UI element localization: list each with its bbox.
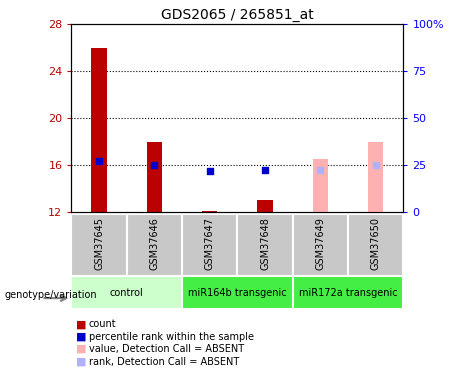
Bar: [368, 142, 384, 212]
Point: [95, 159, 103, 165]
Point: [372, 162, 379, 168]
Bar: [182, 276, 293, 309]
Bar: [237, 214, 293, 276]
Text: rank, Detection Call = ABSENT: rank, Detection Call = ABSENT: [89, 357, 239, 366]
Text: ■: ■: [76, 357, 87, 366]
Bar: [348, 214, 403, 276]
Bar: [293, 276, 403, 309]
Point: [261, 166, 269, 172]
Point: [206, 168, 213, 174]
Bar: [71, 214, 127, 276]
Bar: [91, 48, 107, 212]
Bar: [182, 214, 237, 276]
Bar: [293, 214, 348, 276]
Bar: [257, 200, 273, 212]
Bar: [71, 276, 182, 309]
Title: GDS2065 / 265851_at: GDS2065 / 265851_at: [161, 8, 314, 22]
Text: count: count: [89, 320, 117, 329]
Text: GSM37646: GSM37646: [149, 217, 160, 270]
Bar: [313, 159, 328, 212]
Text: control: control: [110, 288, 144, 298]
Text: ■: ■: [76, 320, 87, 329]
Bar: [147, 142, 162, 212]
Text: ■: ■: [76, 332, 87, 342]
Text: GSM37649: GSM37649: [315, 217, 325, 270]
Bar: [127, 214, 182, 276]
Text: miR172a transgenic: miR172a transgenic: [299, 288, 397, 298]
Text: GSM37645: GSM37645: [94, 217, 104, 270]
Text: GSM37648: GSM37648: [260, 217, 270, 270]
Text: GSM37647: GSM37647: [205, 217, 215, 270]
Text: ■: ■: [76, 344, 87, 354]
Point: [317, 166, 324, 172]
Text: miR164b transgenic: miR164b transgenic: [188, 288, 287, 298]
Point: [151, 162, 158, 168]
Text: percentile rank within the sample: percentile rank within the sample: [89, 332, 254, 342]
Text: genotype/variation: genotype/variation: [5, 290, 97, 300]
Bar: [202, 211, 218, 212]
Text: GSM37650: GSM37650: [371, 217, 381, 270]
Text: value, Detection Call = ABSENT: value, Detection Call = ABSENT: [89, 344, 244, 354]
